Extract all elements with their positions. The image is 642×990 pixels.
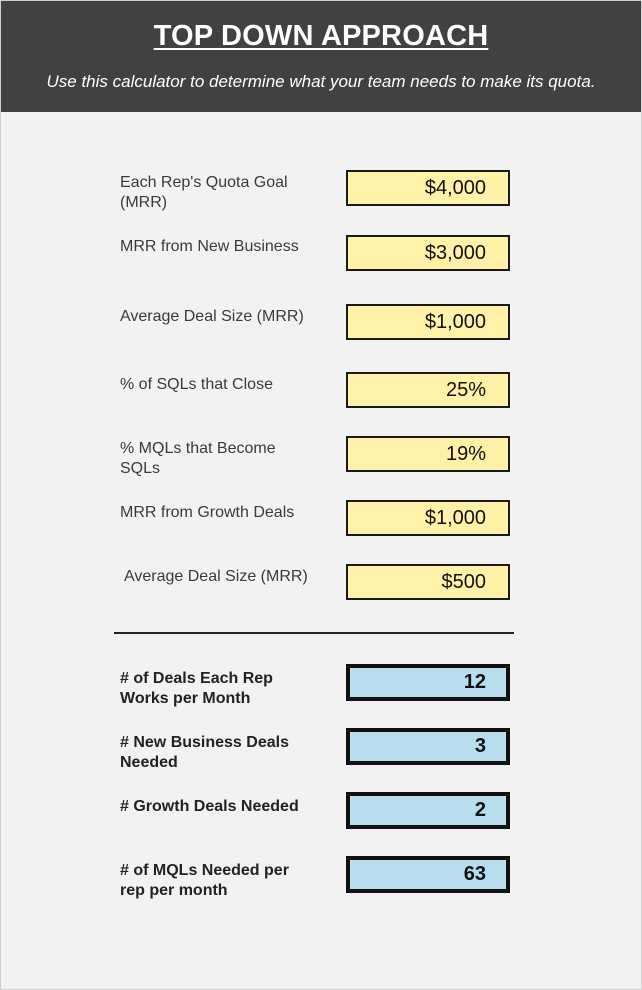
deals-per-rep-output: 12 bbox=[346, 664, 510, 701]
deals-per-rep-label: # of Deals Each Rep Works per Month bbox=[120, 670, 273, 707]
page-subtitle: Use this calculator to determine what yo… bbox=[46, 72, 596, 91]
sql-close-rate-label: % of SQLs that Close bbox=[120, 376, 273, 393]
growth-deals-mrr-input[interactable]: $1,000 bbox=[346, 500, 510, 536]
avg-deal-size-input[interactable]: $1,000 bbox=[346, 304, 510, 340]
growth-avg-deal-size-label: Average Deal Size (MRR) bbox=[124, 568, 308, 585]
section-divider bbox=[114, 632, 514, 634]
mql-to-sql-rate-input[interactable]: 19% bbox=[346, 436, 510, 472]
quota-goal-input[interactable]: $4,000 bbox=[346, 170, 510, 206]
growth-deals-mrr-label: MRR from Growth Deals bbox=[120, 504, 295, 521]
mql-to-sql-rate-label: % MQLs that Become SQLs bbox=[120, 440, 276, 477]
quota-goal-label: Each Rep's Quota Goal (MRR) bbox=[120, 174, 288, 211]
mqls-needed-output: 63 bbox=[346, 856, 510, 893]
growth-deals-label: # Growth Deals Needed bbox=[120, 798, 299, 815]
header-banner: TOP DOWN APPROACH Use this calculator to… bbox=[1, 1, 641, 112]
new-business-deals-output: 3 bbox=[346, 728, 510, 765]
new-business-deals-label: # New Business Deals Needed bbox=[120, 734, 289, 771]
growth-deals-output: 2 bbox=[346, 792, 510, 829]
new-business-mrr-input[interactable]: $3,000 bbox=[346, 235, 510, 271]
new-business-mrr-label: MRR from New Business bbox=[120, 238, 299, 255]
page-title: TOP DOWN APPROACH bbox=[153, 20, 489, 52]
avg-deal-size-label: Average Deal Size (MRR) bbox=[120, 308, 304, 325]
mqls-needed-label: # of MQLs Needed per rep per month bbox=[120, 862, 289, 899]
growth-avg-deal-size-input[interactable]: $500 bbox=[346, 564, 510, 600]
sql-close-rate-input[interactable]: 25% bbox=[346, 372, 510, 408]
